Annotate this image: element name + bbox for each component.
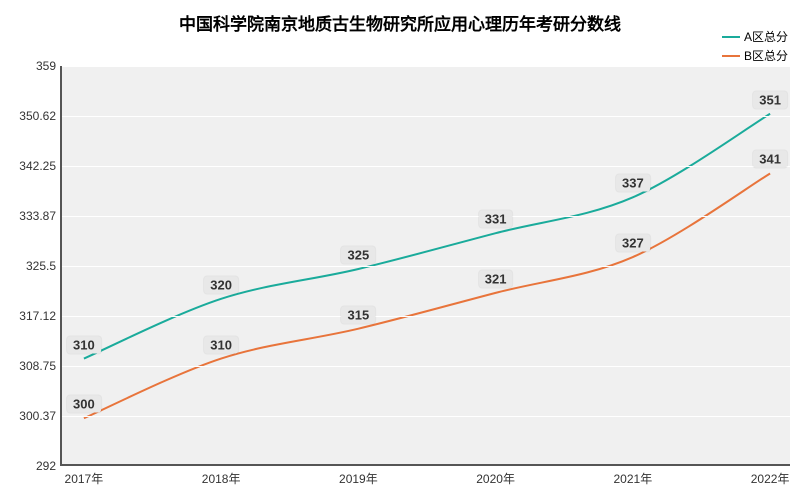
chart-title: 中国科学院南京地质古生物研究所应用心理历年考研分数线 (179, 10, 621, 35)
y-tick-label: 342.25 (19, 159, 62, 173)
y-tick-label: 300.37 (19, 409, 62, 423)
legend-label: B区总分 (744, 47, 788, 64)
legend-item: A区总分 (722, 28, 788, 45)
data-label: 321 (479, 270, 513, 287)
y-tick-label: 325.5 (26, 259, 62, 273)
data-label: 337 (616, 175, 650, 192)
gridline (62, 366, 790, 367)
data-label: 351 (753, 91, 787, 108)
data-label: 320 (204, 276, 238, 293)
y-tick-label: 317.12 (19, 309, 62, 323)
gridline (62, 316, 790, 317)
data-label: 315 (342, 306, 376, 323)
y-tick-label: 292 (36, 459, 62, 473)
x-tick-label: 2017年 (65, 464, 104, 487)
legend-label: A区总分 (744, 28, 788, 45)
x-tick-label: 2022年 (751, 464, 790, 487)
legend-swatch-b (722, 55, 740, 57)
legend: A区总分 B区总分 (722, 28, 788, 66)
data-label: 327 (616, 235, 650, 252)
x-tick-label: 2021年 (614, 464, 653, 487)
legend-swatch-a (722, 36, 740, 38)
gridline (62, 216, 790, 217)
y-tick-label: 350.62 (19, 109, 62, 123)
series-line (84, 114, 770, 359)
gridline (62, 266, 790, 267)
gridline (62, 66, 790, 67)
gridline (62, 166, 790, 167)
x-tick-label: 2018年 (202, 464, 241, 487)
y-tick-label: 333.87 (19, 209, 62, 223)
gridline (62, 416, 790, 417)
legend-item: B区总分 (722, 47, 788, 64)
line-svg (62, 66, 790, 464)
y-tick-label: 308.75 (19, 359, 62, 373)
data-label: 341 (753, 151, 787, 168)
series-line (84, 173, 770, 418)
chart-container: 中国科学院南京地质古生物研究所应用心理历年考研分数线 A区总分 B区总分 292… (0, 0, 800, 500)
data-label: 300 (67, 396, 101, 413)
y-tick-label: 359 (36, 59, 62, 73)
gridline (62, 466, 790, 467)
gridline (62, 116, 790, 117)
data-label: 310 (67, 336, 101, 353)
data-label: 310 (204, 336, 238, 353)
x-tick-label: 2019年 (339, 464, 378, 487)
data-label: 325 (342, 246, 376, 263)
x-tick-label: 2020年 (476, 464, 515, 487)
data-label: 331 (479, 211, 513, 228)
plot-area: 292300.37308.75317.12325.5333.87342.2535… (60, 66, 790, 466)
